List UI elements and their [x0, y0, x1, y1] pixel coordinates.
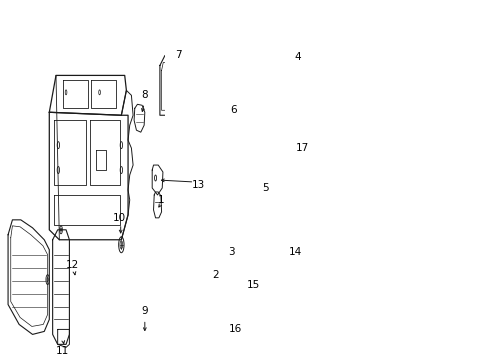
Text: 3: 3	[229, 247, 235, 257]
Text: 9: 9	[142, 306, 148, 316]
Text: 16: 16	[229, 324, 242, 334]
Text: 8: 8	[142, 90, 148, 100]
Text: 11: 11	[56, 346, 69, 356]
Text: 1: 1	[158, 195, 164, 205]
Text: 7: 7	[175, 50, 182, 60]
Text: 2: 2	[212, 270, 219, 280]
Circle shape	[61, 228, 62, 231]
Circle shape	[289, 192, 294, 208]
Text: 13: 13	[192, 180, 205, 190]
Text: 10: 10	[113, 213, 126, 223]
Text: 15: 15	[247, 280, 260, 289]
Text: 12: 12	[66, 260, 79, 270]
Text: 14: 14	[289, 247, 302, 257]
Text: 6: 6	[230, 105, 237, 115]
Text: 17: 17	[296, 143, 309, 153]
Text: 5: 5	[262, 183, 269, 193]
Text: 4: 4	[294, 53, 301, 63]
